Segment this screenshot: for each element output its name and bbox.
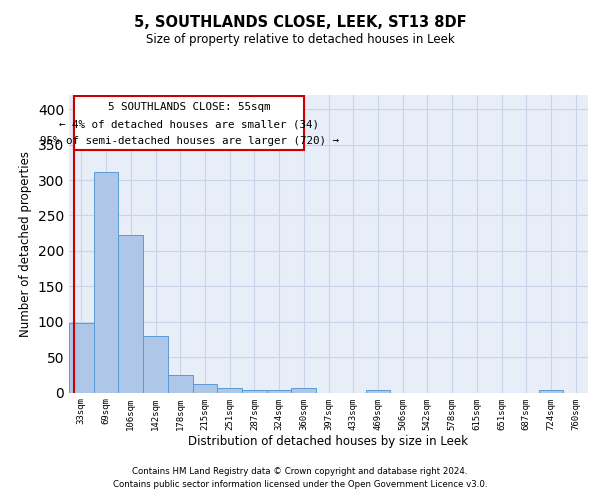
Text: Contains HM Land Registry data © Crown copyright and database right 2024.: Contains HM Land Registry data © Crown c…: [132, 467, 468, 476]
Bar: [242, 390, 267, 392]
Bar: [69, 323, 94, 392]
Text: Size of property relative to detached houses in Leek: Size of property relative to detached ho…: [146, 32, 454, 46]
Bar: [168, 375, 193, 392]
Bar: [118, 236, 143, 392]
Bar: [143, 336, 168, 392]
FancyBboxPatch shape: [74, 96, 304, 150]
Bar: [365, 390, 390, 392]
Text: ← 4% of detached houses are smaller (34): ← 4% of detached houses are smaller (34): [59, 119, 319, 129]
Text: 5 SOUTHLANDS CLOSE: 55sqm: 5 SOUTHLANDS CLOSE: 55sqm: [108, 102, 271, 112]
Text: 95% of semi-detached houses are larger (720) →: 95% of semi-detached houses are larger (…: [40, 136, 339, 146]
Bar: [292, 388, 316, 392]
Bar: [267, 390, 292, 392]
Bar: [539, 390, 563, 392]
X-axis label: Distribution of detached houses by size in Leek: Distribution of detached houses by size …: [188, 435, 469, 448]
Text: 5, SOUTHLANDS CLOSE, LEEK, ST13 8DF: 5, SOUTHLANDS CLOSE, LEEK, ST13 8DF: [134, 15, 466, 30]
Bar: [217, 388, 242, 392]
Y-axis label: Number of detached properties: Number of detached properties: [19, 151, 32, 337]
Bar: [193, 384, 217, 392]
Bar: [94, 172, 118, 392]
Text: Contains public sector information licensed under the Open Government Licence v3: Contains public sector information licen…: [113, 480, 487, 489]
